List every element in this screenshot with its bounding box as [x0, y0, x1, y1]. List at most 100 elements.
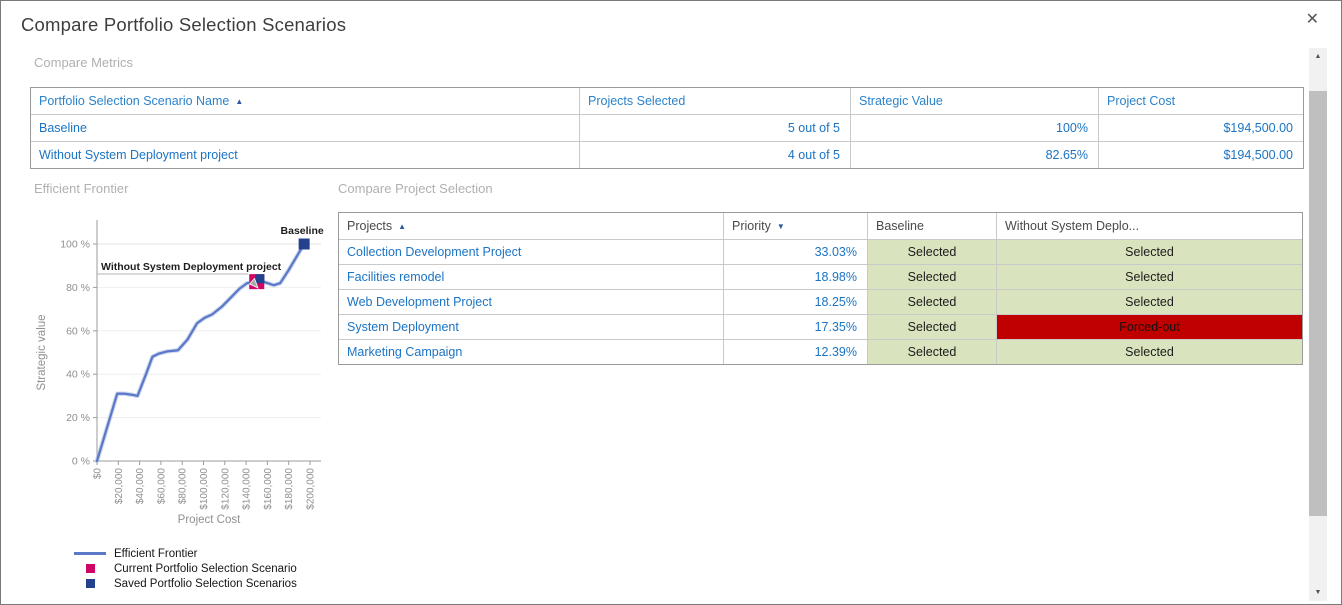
- vertical-scrollbar[interactable]: ▲ ▼: [1309, 48, 1327, 601]
- x-tick-label: $120,000: [220, 468, 231, 510]
- compare-project-selection-heading: Compare Project Selection: [338, 181, 493, 196]
- saved-scenario-marker: [255, 274, 265, 284]
- efficient-frontier-chart: 0 % 20 % 40 % 60 % 80 % 100 % $0 $20,000 $40,000…: [36, 220, 324, 526]
- scenario-name-cell: Baseline: [31, 115, 580, 142]
- selection-header-row: Projects ▲ Priority ▼ Baseline Without System…: [339, 213, 1302, 240]
- scroll-down-icon[interactable]: ▼: [1314, 589, 1322, 596]
- x-tick-label: $100,000: [199, 468, 210, 510]
- baseline-marker-label: Baseline: [281, 225, 324, 237]
- project-row: Marketing Campaign 12.39% Selected Selected: [339, 340, 1302, 364]
- saved-scenario-marker: [298, 238, 310, 250]
- projects-selected-cell: 4 out of 5: [580, 142, 851, 168]
- x-tick-label: $180,000: [284, 468, 295, 510]
- selection-column-header[interactable]: Without System Deplo...: [997, 213, 1302, 240]
- baseline-status-cell: Selected: [868, 315, 997, 340]
- project-name-cell: Facilities remodel: [339, 265, 724, 290]
- metrics-row: Baseline 5 out of 5 100% $194,500.00: [31, 115, 1303, 142]
- scenario-name-link[interactable]: Baseline: [39, 121, 87, 135]
- sort-asc-icon: ▲: [235, 97, 244, 106]
- metrics-column-header[interactable]: Project Cost: [1099, 88, 1303, 115]
- compare-metrics-heading: Compare Metrics: [34, 55, 133, 70]
- column-header-label: Projects: [347, 219, 393, 233]
- scrollbar-thumb[interactable]: [1309, 91, 1327, 516]
- current-scenario-label: Without System Deployment project: [101, 261, 282, 273]
- selection-column-header[interactable]: Baseline: [868, 213, 997, 240]
- metrics-column-header[interactable]: Strategic Value: [851, 88, 1099, 115]
- y-tick-label: 0 %: [72, 456, 90, 468]
- legend-label: Saved Portfolio Selection Scenarios: [114, 577, 297, 590]
- x-tick-label: $140,000: [242, 468, 253, 510]
- priority-cell: 12.39%: [724, 340, 868, 364]
- legend-line-swatch: [73, 552, 107, 555]
- compare-project-selection-table: Projects ▲ Priority ▼ Baseline Without System…: [338, 212, 1303, 365]
- metrics-column-header[interactable]: Projects Selected: [580, 88, 851, 115]
- project-cost-cell: $194,500.00: [1099, 115, 1303, 142]
- priority-cell: 33.03%: [724, 240, 868, 265]
- project-name-link[interactable]: Collection Development Project: [347, 245, 522, 259]
- projects-selected-cell: 5 out of 5: [580, 115, 851, 142]
- compare-metrics-table: Portfolio Selection Scenario Name ▲ Projec…: [30, 87, 1304, 169]
- x-tick-label: $0: [93, 468, 104, 480]
- legend-label: Current Portfolio Selection Scenario: [114, 562, 297, 575]
- project-name-cell: Collection Development Project: [339, 240, 724, 265]
- column-header-label: Projects Selected: [588, 94, 686, 108]
- scenario-status-cell: Selected: [997, 265, 1302, 290]
- y-tick-label: 60 %: [66, 325, 90, 337]
- metrics-column-header[interactable]: Portfolio Selection Scenario Name ▲: [31, 88, 580, 115]
- project-name-cell: System Deployment: [339, 315, 724, 340]
- baseline-status-cell: Selected: [868, 290, 997, 315]
- selection-column-header[interactable]: Projects ▲: [339, 213, 724, 240]
- scenario-status-cell: Selected: [997, 240, 1302, 265]
- scroll-up-icon[interactable]: ▲: [1314, 53, 1322, 60]
- legend-item: Current Portfolio Selection Scenario: [73, 561, 297, 576]
- scenario-status-cell: Forced-out: [997, 315, 1302, 340]
- sort-asc-icon: ▲: [398, 222, 407, 231]
- legend-item: Saved Portfolio Selection Scenarios: [73, 576, 297, 591]
- strategic-value-cell: 82.65%: [851, 142, 1099, 168]
- callout-arrow-icon: [248, 277, 259, 289]
- baseline-status-cell: Selected: [868, 240, 997, 265]
- project-name-link[interactable]: System Deployment: [347, 320, 459, 334]
- column-header-label: Project Cost: [1107, 94, 1176, 108]
- baseline-status-cell: Selected: [868, 340, 997, 364]
- project-name-cell: Web Development Project: [339, 290, 724, 315]
- project-row: Collection Development Project 33.03% Sele…: [339, 240, 1302, 265]
- legend-item: Efficient Frontier: [73, 546, 297, 561]
- baseline-status-cell: Selected: [868, 265, 997, 290]
- project-name-link[interactable]: Marketing Campaign: [347, 345, 463, 359]
- sort-desc-icon: ▼: [776, 222, 785, 231]
- metrics-header-row: Portfolio Selection Scenario Name ▲ Projec…: [31, 88, 1303, 115]
- scenario-status-cell: Selected: [997, 340, 1302, 364]
- scenario-name-cell: Without System Deployment project: [31, 142, 580, 168]
- metrics-row: Without System Deployment project 4 out o…: [31, 142, 1303, 168]
- efficient-frontier-heading: Efficient Frontier: [34, 181, 129, 196]
- priority-cell: 17.35%: [724, 315, 868, 340]
- selection-column-header[interactable]: Priority ▼: [724, 213, 868, 240]
- x-tick-label: $20,000: [114, 468, 125, 505]
- y-tick-label: 40 %: [66, 369, 90, 381]
- project-name-link[interactable]: Facilities remodel: [347, 270, 445, 284]
- scenario-name-link[interactable]: Without System Deployment project: [39, 148, 238, 162]
- y-tick-label: 20 %: [66, 412, 90, 424]
- x-tick-label: $80,000: [178, 468, 189, 505]
- y-tick-label: 80 %: [66, 282, 90, 294]
- strategic-value-cell: 100%: [851, 115, 1099, 142]
- close-icon[interactable]: ✕: [1305, 11, 1319, 28]
- x-tick-label: $200,000: [306, 468, 317, 510]
- project-cost-cell: $194,500.00: [1223, 148, 1293, 162]
- dialog-title: Compare Portfolio Selection Scenarios: [21, 14, 347, 35]
- project-row: System Deployment 17.35% Selected Forced-ou…: [339, 315, 1302, 340]
- y-tick-label: 100 %: [60, 239, 90, 251]
- y-axis-title: Strategic value: [36, 314, 48, 390]
- column-header-label: Without System Deplo...: [1005, 219, 1140, 233]
- frontier-line: [95, 242, 306, 463]
- priority-cell: 18.25%: [724, 290, 868, 315]
- frontier-line-halo: [94, 241, 307, 464]
- project-name-link[interactable]: Web Development Project: [347, 295, 492, 309]
- column-header-label: Priority: [732, 219, 771, 233]
- x-tick-label: $60,000: [156, 468, 167, 505]
- column-header-label: Strategic Value: [859, 94, 943, 108]
- x-tick-label: $40,000: [135, 468, 146, 505]
- project-row: Facilities remodel 18.98% Selected Selected: [339, 265, 1302, 290]
